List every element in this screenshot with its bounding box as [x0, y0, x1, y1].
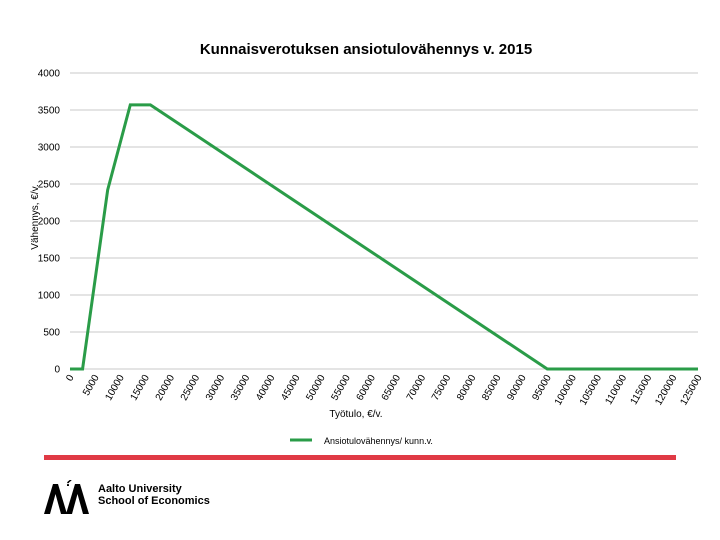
x-tick-label: 45000 [279, 373, 303, 403]
x-tick-label: 105000 [578, 373, 604, 408]
x-tick-label: 75000 [430, 373, 454, 403]
x-tick-label: 50000 [304, 373, 328, 403]
y-tick-label: 2000 [38, 217, 61, 228]
gridlines [70, 72, 698, 370]
series-line [70, 103, 698, 371]
x-axis-ticks: 0 5000 10000 15000 20000 25000 30000 35000 40000… [64, 373, 705, 408]
x-tick-label: 40000 [254, 373, 278, 403]
x-tick-label: 70000 [405, 373, 429, 403]
x-tick-label: 80000 [455, 373, 479, 403]
x-tick-label: 90000 [505, 373, 529, 403]
x-tick-label: 15000 [129, 373, 153, 403]
x-tick-label: 10000 [103, 373, 127, 403]
x-tick-label: 30000 [204, 373, 228, 403]
y-axis-title: Vähennys, €/v. [30, 184, 41, 249]
x-tick-label: 100000 [553, 373, 579, 408]
y-tick-label: 3000 [38, 143, 61, 154]
y-tick-label: 0 [54, 365, 60, 376]
y-tick-label: 1500 [38, 254, 61, 265]
y-axis-ticks: 0 500 1000 1500 2000 2500 3000 3500 4000 [38, 69, 61, 376]
logo-text: Aalto University School of Economics [98, 483, 210, 507]
x-tick-label: 0 [64, 373, 77, 384]
y-tick-label: 500 [43, 328, 60, 339]
x-tick-label: 110000 [603, 373, 629, 407]
x-tick-label: 85000 [480, 373, 504, 403]
x-tick-label: 20000 [154, 373, 178, 403]
aalto-logo: ? Aalto University School of Economics [44, 473, 244, 520]
x-tick-label: 25000 [179, 373, 203, 403]
x-tick-label: 115000 [629, 373, 655, 407]
x-tick-label: 35000 [229, 373, 253, 403]
y-tick-label: 4000 [38, 69, 61, 80]
y-tick-label: 3500 [38, 106, 61, 117]
brand-accent-bar [44, 455, 676, 460]
x-tick-label: 120000 [653, 373, 679, 408]
x-tick-label: 5000 [81, 373, 102, 398]
legend-label: Ansiotulovähennys/ kunn.v. [324, 436, 433, 446]
chart-title: Kunnaisverotuksen ansiotulovähennys v. 2… [200, 41, 532, 58]
x-tick-label: 60000 [355, 373, 379, 403]
x-tick-label: 55000 [329, 373, 353, 403]
y-tick-label: 2500 [38, 180, 61, 191]
logo-line-2: School of Economics [98, 495, 210, 507]
x-tick-label: 65000 [380, 373, 404, 403]
logo-line-1: Aalto University [98, 483, 182, 495]
svg-text:?: ? [64, 480, 73, 489]
x-tick-label: 95000 [530, 373, 554, 403]
x-tick-label: 125000 [678, 373, 704, 408]
y-tick-label: 1000 [38, 291, 61, 302]
aalto-a-mark-icon: ? [44, 473, 89, 514]
x-axis-title: Työtulo, €/v. [329, 409, 382, 420]
series-layer [69, 103, 699, 371]
